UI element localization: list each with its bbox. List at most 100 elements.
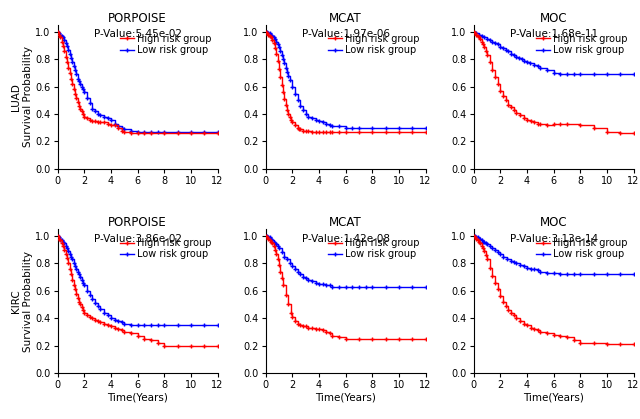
X-axis label: Time(Years): Time(Years): [315, 393, 376, 403]
Low risk group: [502, 46, 509, 51]
High risk group: [74, 95, 81, 100]
Line: Low risk group: Low risk group: [56, 234, 220, 327]
Low risk group: [273, 241, 280, 246]
High risk group: [470, 29, 477, 34]
High risk group: [161, 343, 168, 348]
Low risk group: [342, 125, 349, 130]
X-axis label: Time(Years): Time(Years): [107, 393, 168, 403]
Line: High risk group: High risk group: [56, 30, 220, 135]
Low risk group: [328, 124, 336, 129]
Low risk group: [589, 272, 597, 277]
Line: Low risk group: Low risk group: [264, 30, 428, 130]
High risk group: [279, 276, 287, 281]
Low risk group: [67, 251, 75, 256]
Low risk group: [322, 120, 330, 125]
Line: High risk group: High risk group: [472, 234, 636, 346]
Low risk group: [266, 31, 273, 36]
High risk group: [63, 59, 71, 65]
High risk group: [470, 233, 477, 238]
High risk group: [577, 122, 584, 127]
Low risk group: [54, 233, 61, 238]
Title: MOC: MOC: [540, 216, 568, 229]
High risk group: [630, 341, 637, 347]
High risk group: [630, 131, 637, 136]
High risk group: [603, 341, 611, 347]
Low risk group: [499, 46, 507, 51]
Y-axis label: LUAD
Survival Probability: LUAD Survival Probability: [11, 47, 33, 147]
Low risk group: [556, 72, 564, 77]
High risk group: [63, 256, 71, 261]
High risk group: [54, 233, 61, 238]
Line: Low risk group: Low risk group: [264, 234, 428, 289]
Low risk group: [214, 323, 221, 328]
Low risk group: [523, 58, 531, 63]
Low risk group: [140, 323, 148, 328]
High risk group: [71, 91, 79, 96]
High risk group: [127, 131, 135, 136]
High risk group: [287, 302, 295, 307]
Low risk group: [283, 254, 291, 259]
Low risk group: [488, 38, 496, 43]
Low risk group: [556, 271, 564, 276]
Title: MCAT: MCAT: [329, 216, 362, 229]
Low risk group: [630, 72, 637, 77]
High risk group: [499, 294, 507, 299]
Low risk group: [422, 284, 429, 289]
High risk group: [273, 247, 280, 252]
Title: MOC: MOC: [540, 12, 568, 25]
High risk group: [395, 129, 403, 134]
High risk group: [134, 334, 141, 339]
High risk group: [474, 34, 481, 39]
Legend: High risk group, Low risk group: High risk group, Low risk group: [119, 33, 212, 56]
Y-axis label: KIRC
Survival Probability: KIRC Survival Probability: [11, 251, 33, 352]
High risk group: [502, 299, 509, 304]
High risk group: [214, 343, 221, 348]
High risk group: [86, 313, 93, 318]
High risk group: [616, 131, 624, 136]
High risk group: [422, 336, 429, 341]
High risk group: [271, 46, 279, 51]
Low risk group: [556, 272, 564, 277]
High risk group: [550, 122, 557, 127]
High risk group: [556, 121, 564, 126]
Line: Low risk group: Low risk group: [56, 30, 220, 134]
Low risk group: [86, 288, 93, 293]
Low risk group: [283, 257, 291, 262]
Line: High risk group: High risk group: [56, 234, 220, 348]
Low risk group: [630, 272, 637, 277]
Low risk group: [54, 29, 61, 34]
Low risk group: [67, 52, 75, 57]
High risk group: [282, 96, 289, 101]
High risk group: [71, 87, 79, 92]
High risk group: [289, 310, 296, 315]
Line: Low risk group: Low risk group: [472, 234, 636, 277]
Title: MCAT: MCAT: [329, 12, 362, 25]
Low risk group: [274, 39, 282, 44]
High risk group: [342, 336, 349, 341]
High risk group: [279, 90, 287, 95]
High risk group: [513, 316, 520, 321]
High risk group: [536, 121, 544, 126]
Legend: High risk group, Low risk group: High risk group, Low risk group: [327, 237, 420, 260]
High risk group: [279, 283, 287, 288]
Low risk group: [328, 284, 336, 289]
Legend: High risk group, Low risk group: High risk group, Low risk group: [327, 33, 420, 56]
Legend: High risk group, Low risk group: High risk group, Low risk group: [535, 237, 628, 260]
Low risk group: [422, 125, 429, 130]
Legend: High risk group, Low risk group: High risk group, Low risk group: [119, 237, 212, 260]
Text: P-Value:3.86e-02: P-Value:3.86e-02: [93, 233, 182, 243]
Low risk group: [262, 233, 269, 238]
Title: PORPOISE: PORPOISE: [108, 12, 167, 25]
High risk group: [67, 266, 75, 272]
X-axis label: Time(Years): Time(Years): [523, 393, 584, 403]
Low risk group: [291, 264, 299, 269]
High risk group: [54, 29, 61, 34]
Low risk group: [470, 29, 477, 34]
Text: P-Value:5.45e-02: P-Value:5.45e-02: [93, 29, 182, 39]
High risk group: [279, 83, 287, 88]
Legend: High risk group, Low risk group: High risk group, Low risk group: [535, 33, 628, 56]
High risk group: [214, 131, 221, 136]
High risk group: [262, 29, 269, 34]
High risk group: [491, 280, 499, 285]
Low risk group: [78, 277, 86, 282]
